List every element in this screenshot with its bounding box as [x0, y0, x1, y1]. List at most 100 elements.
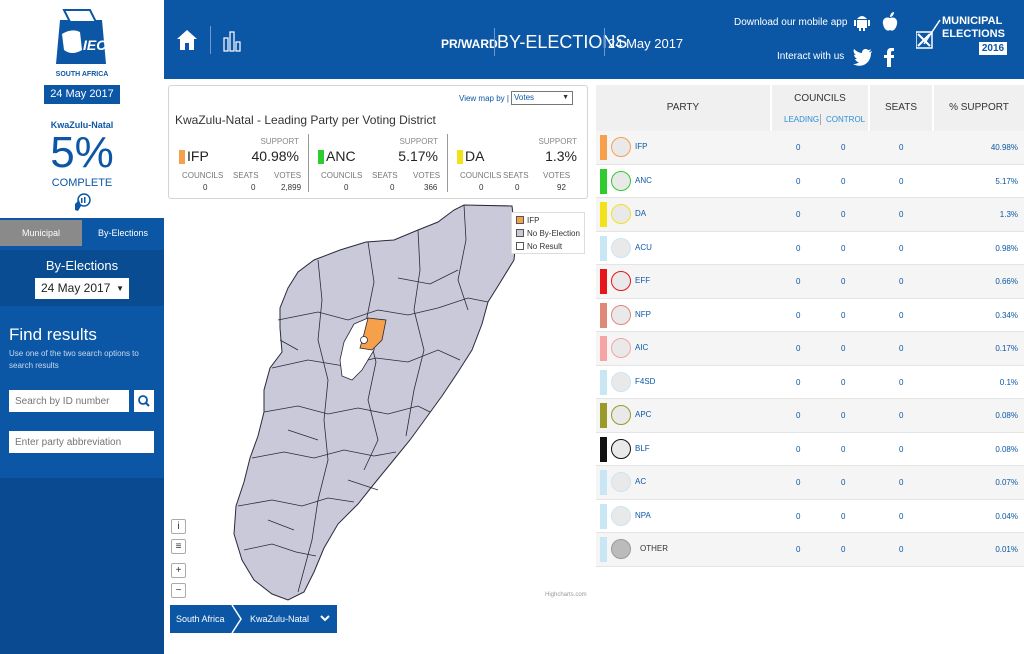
councils-leading: 0 [796, 344, 801, 353]
date-badge: 24 May 2017 [44, 85, 120, 104]
party-name[interactable]: APC [635, 410, 652, 419]
province-shape[interactable] [233, 204, 517, 601]
breadcrumb-kwazulu-natal[interactable]: KwaZulu-Natal [250, 614, 310, 624]
seats-value: 0 [899, 176, 904, 186]
province-map[interactable] [168, 200, 592, 604]
party-name[interactable]: F4SD [635, 376, 656, 386]
table-row[interactable]: APC 0 0 0 0.08% [596, 399, 1024, 433]
results-table: PARTY COUNCILS LEADING CONTROL SEATS % S… [596, 85, 1024, 567]
legend-label: IFP [527, 216, 540, 225]
party-name[interactable]: EFF [635, 276, 651, 285]
table-row[interactable]: ACU 0 0 0 0.98% [596, 231, 1024, 265]
table-row[interactable]: IFP 0 0 0 40.98% [596, 131, 1024, 165]
results-hand-icon[interactable] [73, 192, 91, 212]
party-logo-icon [611, 237, 631, 258]
seats-value: 0 [899, 243, 904, 253]
party-name[interactable]: ANC [635, 175, 652, 185]
brand-year: 2016 [979, 42, 1007, 55]
party-name[interactable]: NFP [635, 309, 651, 319]
column-header-support[interactable]: % SUPPORT [934, 85, 1024, 131]
table-row[interactable]: AIC 0 0 0 0.17% [596, 332, 1024, 366]
header-leading[interactable]: LEADING [784, 115, 820, 124]
apple-icon[interactable] [881, 11, 899, 33]
councils-leading: 0 [796, 377, 801, 387]
party-name[interactable]: OTHER [640, 544, 668, 553]
party-color-bar [600, 503, 607, 529]
party-name[interactable]: AIC [635, 343, 649, 352]
party-name[interactable]: IFP [635, 142, 648, 151]
votes-value: 366 [424, 183, 438, 192]
zoom-in-button[interactable]: + [171, 563, 186, 578]
party-logo-icon [611, 304, 631, 325]
party-name[interactable]: AC [635, 477, 647, 486]
party-color-bar [600, 235, 607, 261]
party-swatch [318, 150, 324, 164]
map-list-button[interactable]: ≡ [171, 539, 186, 554]
seats-value: 0 [515, 183, 520, 192]
column-header-seats[interactable]: SEATS [870, 85, 932, 131]
councils-label: COUNCILS [182, 171, 224, 180]
legend-swatch [516, 216, 524, 224]
support-value: 1.3% [999, 210, 1018, 219]
iec-logo[interactable]: IEC [50, 6, 112, 68]
councils-leading: 0 [796, 511, 801, 521]
table-row[interactable]: AC 0 0 0 0.07% [596, 466, 1024, 500]
councils-control: 0 [841, 176, 846, 186]
table-row[interactable]: EFF 0 0 0 0.66% [596, 265, 1024, 299]
pr-ward-toggle[interactable]: PR/WARD [441, 37, 498, 51]
party-name[interactable]: ACU [635, 242, 652, 252]
seats-value: 0 [899, 478, 904, 487]
party-logo-icon [611, 338, 631, 358]
zoom-out-button[interactable]: − [171, 583, 186, 598]
table-row[interactable]: F4SD 0 0 0 0.1% [596, 365, 1024, 399]
seats-value: 0 [899, 511, 904, 521]
header: PR/WARD BY-ELECTIONS 24 May 2017 Downloa… [164, 0, 1024, 79]
logo-text: IEC [83, 37, 107, 53]
tab-municipal[interactable]: Municipal [0, 220, 82, 246]
table-row[interactable]: BLF 0 0 0 0.08% [596, 432, 1024, 466]
party-support: 1.3% [545, 148, 577, 164]
legend-item-no-by-election[interactable]: No By-Election [516, 229, 580, 238]
chevron-down-icon[interactable] [320, 613, 330, 623]
legend-item-ifp[interactable]: IFP [516, 216, 539, 225]
breadcrumb-south-africa[interactable]: South Africa [176, 614, 225, 624]
leading-party-panel: View map by | Votes ▼ KwaZulu-Natal - Le… [168, 85, 588, 199]
party-name[interactable]: DA [635, 209, 647, 218]
android-icon[interactable] [853, 12, 871, 32]
legend-item-no-result[interactable]: No Result [516, 242, 562, 251]
party-abbreviation-input[interactable] [9, 431, 154, 453]
table-row[interactable]: DA 0 0 0 1.3% [596, 198, 1024, 232]
party-name: IFP [187, 148, 209, 164]
header-control[interactable]: CONTROL [826, 115, 866, 124]
view-map-select[interactable]: Votes ▼ [511, 91, 573, 105]
tab-by-elections[interactable]: By-Elections [82, 220, 164, 246]
table-row[interactable]: NPA 0 0 0 0.04% [596, 499, 1024, 533]
facebook-icon[interactable] [883, 47, 895, 67]
legend-label: No Result [527, 242, 563, 251]
councils-leading: 0 [796, 411, 801, 420]
home-icon[interactable] [176, 28, 198, 52]
progress-percentage: 5% [50, 128, 114, 177]
councils-leading: 0 [796, 243, 801, 253]
header-divider [210, 26, 211, 54]
highcharts-credit[interactable]: Highcharts.com [545, 592, 587, 598]
seats-value: 0 [899, 344, 904, 353]
table-row[interactable]: NFP 0 0 0 0.34% [596, 298, 1024, 332]
district-point[interactable] [360, 336, 368, 344]
chart-icon[interactable] [223, 30, 241, 52]
twitter-icon[interactable] [853, 48, 873, 66]
search-button[interactable] [134, 390, 154, 412]
councils-control: 0 [841, 310, 846, 320]
by-election-date-select[interactable]: 24 May 2017 ▼ [35, 278, 129, 299]
map-info-button[interactable]: i [171, 519, 186, 534]
table-row[interactable]: ANC 0 0 0 5.17% [596, 164, 1024, 198]
table-row[interactable]: OTHER 0 0 0 0.01% [596, 533, 1024, 567]
councils-leading: 0 [796, 277, 801, 286]
party-name[interactable]: NPA [635, 510, 651, 520]
search-id-input[interactable] [9, 390, 129, 412]
column-header-party[interactable]: PARTY [596, 85, 770, 131]
party-name[interactable]: BLF [635, 443, 650, 453]
councils-control: 0 [841, 444, 846, 454]
councils-control: 0 [841, 243, 846, 253]
party-support: 40.98% [251, 148, 299, 164]
